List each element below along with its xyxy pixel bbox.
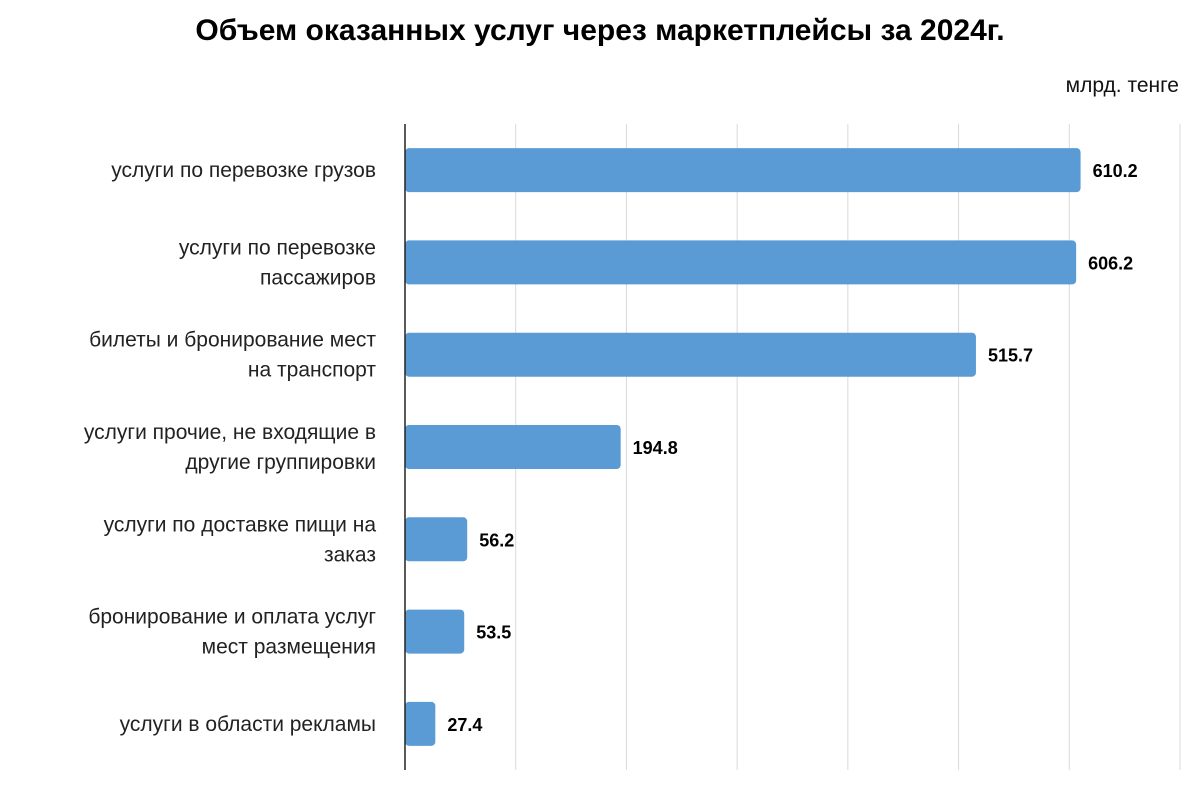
value-label: 194.8 — [633, 438, 678, 458]
category-label: заказ — [324, 543, 376, 566]
category-label: услуги в области рекламы — [120, 713, 376, 736]
value-label: 56.2 — [479, 530, 514, 550]
value-label: 27.4 — [447, 715, 482, 735]
value-label: 515.7 — [988, 346, 1033, 366]
value-labels: 610.2 606.2 515.7 194.8 56.2 53.5 27.4 — [447, 161, 1137, 735]
value-label: 606.2 — [1088, 253, 1133, 273]
category-label: услуги по перевозке грузов — [111, 159, 376, 182]
category-label: бронирование и оплата услуг — [88, 606, 376, 629]
bar — [405, 517, 468, 562]
bar — [405, 425, 621, 469]
bar — [405, 148, 1081, 193]
category-labels: услуги по перевозке грузов услуги по пере… — [84, 159, 376, 736]
bar — [405, 609, 465, 654]
category-label: другие группировки — [185, 451, 376, 474]
bar — [405, 240, 1077, 285]
category-label: услуги по доставке пищи на — [104, 513, 377, 536]
category-label: услуги по перевозке — [179, 236, 376, 259]
category-label: на транспорт — [248, 359, 376, 382]
bars — [405, 148, 1081, 746]
bar — [405, 332, 976, 377]
bar — [405, 701, 436, 746]
category-label: услуги прочие, не входящие в — [84, 421, 376, 444]
category-label: билеты и бронирование мест — [89, 329, 376, 352]
value-label: 610.2 — [1093, 161, 1138, 181]
category-label: пассажиров — [260, 266, 376, 289]
value-label: 53.5 — [476, 623, 511, 643]
category-label: мест размещения — [202, 636, 376, 659]
chart-title: Объем оказанных услуг через маркетплейсы… — [195, 14, 1005, 47]
unit-label: млрд. тенге — [1065, 74, 1179, 97]
